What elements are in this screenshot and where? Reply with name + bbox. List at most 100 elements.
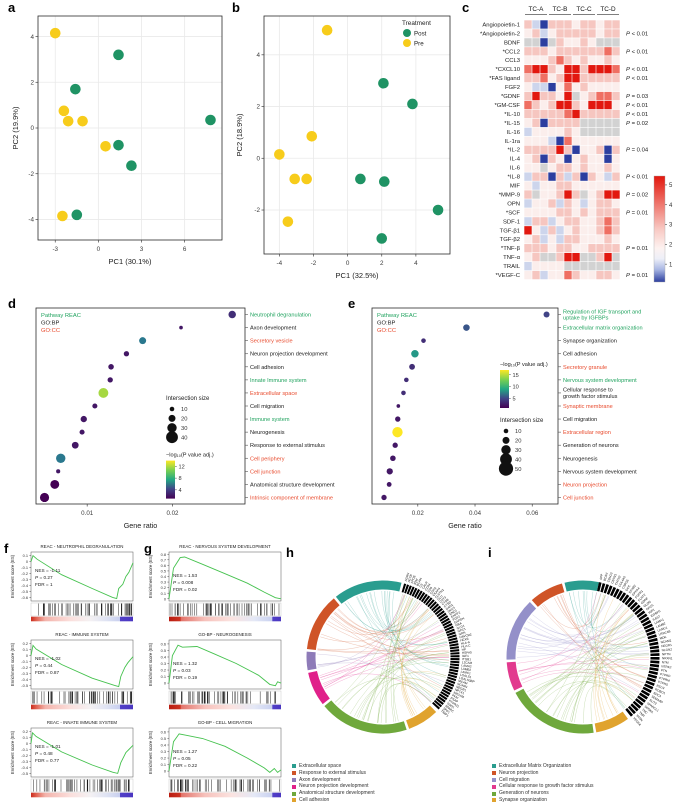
svg-text:30: 30	[181, 426, 187, 432]
enrichment-dot	[56, 469, 61, 474]
legend-swatch	[492, 764, 496, 769]
svg-text:CNTN1: CNTN1	[610, 573, 618, 584]
svg-text:P = 0.01: P = 0.01	[626, 246, 648, 252]
legend-label: Cellular response to growth factor stimu…	[499, 783, 594, 790]
svg-text:RELN: RELN	[656, 684, 665, 691]
enrichment-dot	[98, 387, 109, 398]
svg-text:Pathway REAC: Pathway REAC	[41, 313, 81, 319]
svg-text:-0.1: -0.1	[21, 565, 28, 570]
svg-text:-3: -3	[52, 246, 58, 253]
data-point-pre	[282, 216, 294, 227]
enrichment-dot	[395, 416, 401, 422]
panel-i: i APP BCAN CDH13 CNTN1 CNTN2 COL4A5 CSPG5 DCC EF…	[486, 545, 685, 805]
data-point-pre	[274, 149, 285, 160]
legend-swatch	[492, 791, 496, 796]
svg-text:NCAM2: NCAM2	[660, 638, 672, 644]
svg-text:TC-B: TC-B	[553, 6, 568, 13]
svg-text:FGFR1: FGFR1	[634, 589, 644, 599]
svg-text:L1CAM: L1CAM	[462, 660, 473, 665]
svg-text:Cell junction: Cell junction	[563, 495, 593, 501]
chord-diagram-panel-i: APP BCAN CDH13 CNTN1 CNTN2 COL4A5 CSPG5 DCC EFNB…	[486, 549, 684, 804]
svg-text:10: 10	[515, 429, 521, 435]
enrichment-dot	[392, 426, 403, 438]
svg-text:Regulation of IGF transport an: Regulation of IGF transport and	[563, 309, 641, 315]
panel-letter-g: g	[144, 541, 152, 556]
svg-text:0: 0	[30, 125, 34, 132]
svg-text:REAC - NERVOUS SYSTEM DEVELOPM: REAC - NERVOUS SYSTEM DEVELOPMENT	[179, 544, 271, 549]
svg-text:GPC1: GPC1	[457, 627, 467, 634]
legend-label: Neuron projection development	[299, 783, 369, 790]
svg-text:Axon development: Axon development	[250, 326, 297, 332]
panel-h: h AGRN ACTB APOE B2M BCAN C3 CALR CD44 CD9 CDH2 CK…	[286, 545, 484, 805]
enrichment-dot	[92, 403, 98, 409]
data-point-post	[432, 204, 444, 216]
svg-text:IL6ST: IL6ST	[652, 614, 661, 621]
svg-text:TC-A: TC-A	[529, 6, 545, 13]
svg-text:Secretory granule: Secretory granule	[563, 365, 607, 371]
svg-text:5: 5	[513, 397, 516, 403]
enrichment-dot	[411, 349, 419, 358]
svg-text:NRXN1: NRXN1	[662, 656, 673, 660]
legend-swatch	[292, 784, 296, 789]
svg-text:3: 3	[140, 246, 144, 253]
panel-e: e 0.02 0.04 0.06 Gene ratio Regulation of IG…	[344, 296, 685, 542]
svg-text:IL-16: IL-16	[507, 130, 521, 136]
legend-label: Extracellular Matrix Organization	[499, 763, 572, 769]
svg-text:Intrinsic component of membran: Intrinsic component of membrane	[250, 495, 333, 501]
svg-text:CLU: CLU	[436, 594, 443, 601]
svg-text:Nervous system development: Nervous system development	[563, 378, 637, 384]
svg-text:*IL-2: *IL-2	[508, 148, 520, 154]
svg-text:*IL-8: *IL-8	[508, 175, 521, 181]
legend-swatch	[292, 764, 296, 769]
svg-text:0.1: 0.1	[161, 674, 166, 679]
svg-text:Enrichment score (ES): Enrichment score (ES)	[148, 730, 153, 774]
data-point-pre	[301, 173, 312, 185]
enrichment-dot	[108, 364, 114, 370]
enrichment-dot	[39, 492, 50, 503]
chord-diagram-panel-h: AGRN ACTB APOE B2M BCAN C3 CALR CD44 CD9 CDH2 CKAP…	[286, 549, 484, 804]
gsea-svg-f: REAC - NEUTROPHIL DEGRANULATION0.10-0.1-…	[10, 544, 134, 798]
svg-text:2: 2	[380, 260, 384, 267]
svg-text:NES = 1.32: NES = 1.32	[173, 661, 197, 666]
svg-text:GO:BP: GO:BP	[41, 320, 59, 326]
svg-text:*Angiopoietin-2: *Angiopoietin-2	[480, 31, 520, 37]
svg-text:Enrichment score (ES): Enrichment score (ES)	[148, 554, 153, 598]
enrichment-dotplot-panel-e: 0.02 0.04 0.06 Gene ratio Regulation of IGF …	[346, 298, 685, 542]
panel-letter-h: h	[286, 545, 294, 560]
svg-text:Secretory vesicle: Secretory vesicle	[250, 339, 293, 345]
panel-letter-i: i	[488, 545, 492, 560]
svg-text:Extracellular space: Extracellular space	[250, 391, 297, 397]
svg-text:*MMP-9: *MMP-9	[499, 192, 520, 198]
svg-text:0.2: 0.2	[23, 729, 28, 734]
enrichment-dot	[463, 324, 470, 331]
legend-item: Axon development	[292, 777, 484, 784]
svg-text:0.1: 0.1	[161, 762, 166, 767]
svg-text:*IL-15: *IL-15	[504, 121, 520, 127]
svg-text:1: 1	[669, 262, 673, 268]
chord-svg-h: AGRNACTBAPOEB2MBCANC3CALRCD44CD9CDH2CKAP…	[306, 572, 475, 734]
enrichment-dot	[409, 363, 415, 370]
svg-text:AGRN: AGRN	[404, 572, 410, 582]
svg-text:0: 0	[346, 260, 350, 267]
enrichment-dot	[390, 455, 396, 462]
panel-a: a -3 0 3 6 -4 -2 0 2 4 PC1 (30.1%) PC2 (19.9%)	[8, 0, 230, 294]
data-point-post	[205, 114, 216, 126]
svg-text:Synaptic membrane: Synaptic membrane	[563, 404, 613, 410]
svg-text:IL-6: IL-6	[510, 166, 521, 172]
data-point-post	[126, 160, 137, 172]
svg-text:GO:BP: GO:BP	[377, 320, 395, 326]
enrichment-dot	[79, 429, 85, 435]
svg-text:-0.3: -0.3	[21, 759, 28, 764]
svg-text:30: 30	[515, 448, 521, 454]
svg-text:SDF-1: SDF-1	[503, 219, 520, 225]
svg-text:*FAS ligand: *FAS ligand	[489, 76, 520, 82]
svg-text:FDR = 0.77: FDR = 0.77	[35, 758, 59, 763]
svg-text:Innate Immune system: Innate Immune system	[250, 378, 307, 384]
svg-text:P = 0.02: P = 0.02	[626, 192, 648, 198]
svg-text:REAC - INNATE IMMUNE SYSTEM: REAC - INNATE IMMUNE SYSTEM	[47, 720, 118, 725]
svg-text:-0.2: -0.2	[21, 665, 28, 670]
panel-b: b -4 -2 0 2 4 -2 0 2 4 PC1 (32.5%) PC2 (18.9%) Trea…	[232, 0, 458, 294]
svg-text:GBA: GBA	[455, 621, 463, 628]
svg-text:GO-BP - CELL MIGRATION: GO-BP - CELL MIGRATION	[198, 720, 253, 725]
panel-c: c TC-A TC-B TC-C TC-D Angiopoietin-1 *Angiopo…	[458, 0, 685, 296]
